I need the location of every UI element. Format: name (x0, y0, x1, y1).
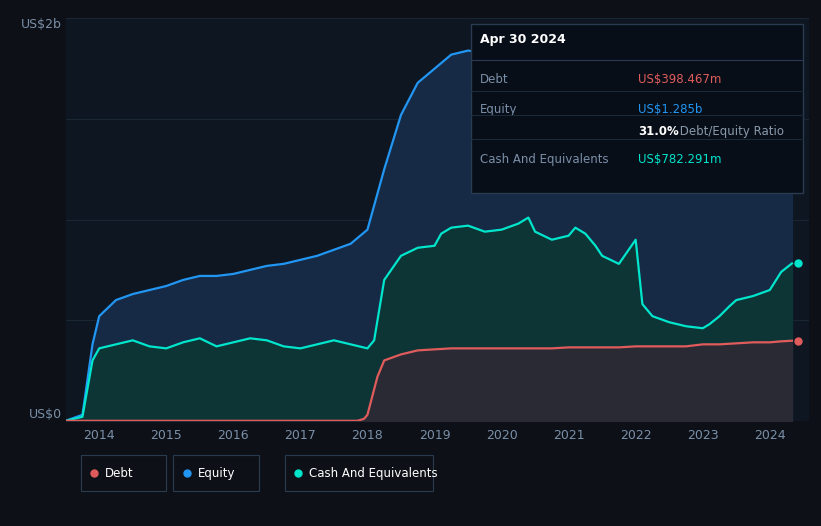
Text: Equity: Equity (198, 467, 236, 480)
Text: Debt: Debt (105, 467, 134, 480)
Text: US$0: US$0 (29, 408, 62, 421)
Text: US$1.285b: US$1.285b (638, 103, 702, 116)
Text: Apr 30 2024: Apr 30 2024 (479, 33, 566, 46)
Text: Cash And Equivalents: Cash And Equivalents (479, 153, 608, 166)
Text: US$2b: US$2b (21, 18, 62, 32)
FancyBboxPatch shape (173, 455, 259, 491)
Text: Equity: Equity (479, 103, 517, 116)
FancyBboxPatch shape (285, 455, 433, 491)
FancyBboxPatch shape (80, 455, 166, 491)
Text: 31.0%: 31.0% (638, 125, 678, 138)
Text: Cash And Equivalents: Cash And Equivalents (310, 467, 438, 480)
Text: US$782.291m: US$782.291m (638, 153, 722, 166)
Text: Debt: Debt (479, 73, 508, 86)
FancyBboxPatch shape (470, 24, 804, 194)
Text: Debt/Equity Ratio: Debt/Equity Ratio (677, 125, 784, 138)
Text: US$398.467m: US$398.467m (638, 73, 721, 86)
